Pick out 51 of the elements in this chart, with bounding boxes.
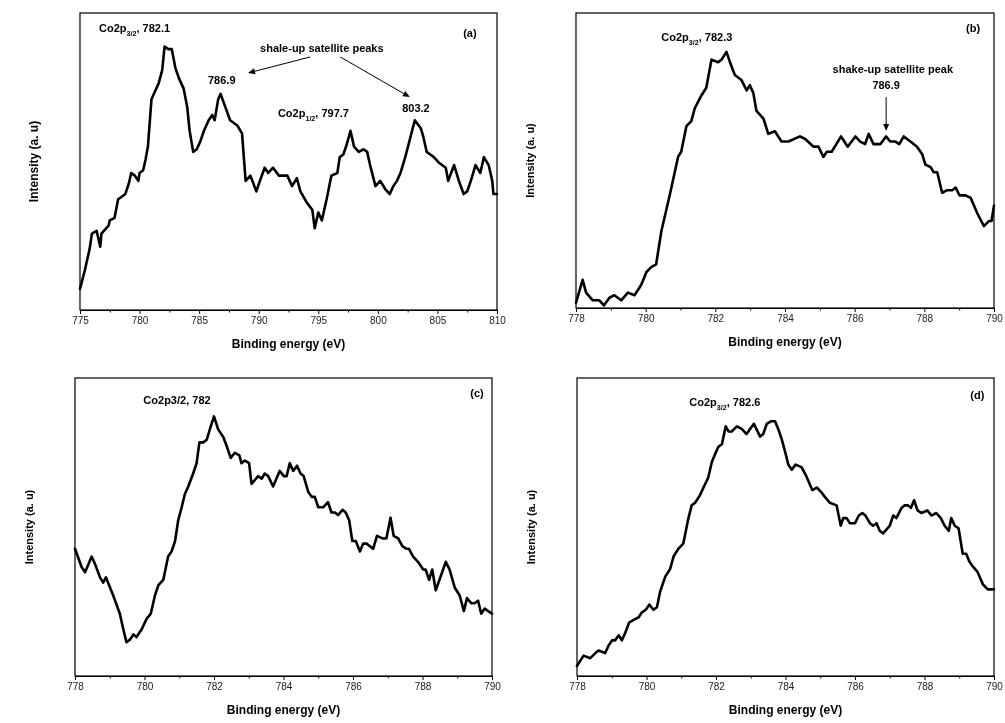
x-tick-label: 790 [986, 313, 1004, 325]
annotation: Co2p$_{3/2}$, 782.6 [689, 396, 761, 413]
x-tick-label: 786 [847, 681, 865, 693]
x-tick-label: 778 [568, 313, 586, 325]
x-tick-label: 782 [206, 681, 224, 693]
x-tick-label: 784 [777, 313, 795, 325]
annotation: Co2p$_{1/2}$, 797.7 [277, 106, 349, 123]
text: (d) [970, 388, 985, 401]
x-tick-label: 782 [707, 313, 725, 325]
annotation: shale-up satellite peaks [260, 41, 384, 54]
text: (c) [470, 387, 485, 400]
x-tick-label: 788 [414, 681, 432, 693]
annotation: Co2p$_{3/2}$, 782.3 [661, 30, 733, 47]
annotation: shake-up satellite peak [832, 62, 954, 75]
x-tick-label: 782 [708, 681, 726, 693]
x-tick-label: 785 [191, 315, 209, 327]
x-tick-label: 786 [846, 313, 864, 325]
x-tick-label: 778 [67, 681, 85, 693]
x-axis-title: Binding energy (eV) [728, 335, 842, 349]
x-tick-label: 800 [370, 315, 388, 327]
x-axis-title: Binding energy (eV) [728, 703, 843, 717]
x-tick-label: 810 [489, 315, 507, 327]
annotation: Co2p3/2, 782 [143, 394, 211, 407]
x-tick-label: 778 [569, 681, 587, 693]
annotation: 786.9 [208, 73, 236, 86]
x-tick-label: 780 [637, 313, 655, 325]
y-axis-title: Intensity (a. u) [27, 120, 41, 203]
text: (a) [463, 26, 477, 39]
x-tick-label: 786 [345, 681, 363, 693]
x-tick-label: 795 [310, 315, 328, 327]
x-axis-title: Binding energy (eV) [226, 703, 341, 717]
annotation: 803.2 [402, 102, 430, 115]
x-tick-label: 780 [136, 681, 154, 693]
y-axis-title: Intensity (a. u) [525, 489, 537, 565]
x-tick-label: 790 [484, 681, 502, 693]
x-tick-label: 784 [777, 681, 795, 693]
x-tick-label: 780 [638, 681, 656, 693]
annotation: Co2p$_{3/2}$, 782.1 [99, 22, 171, 39]
x-tick-label: 805 [429, 315, 447, 327]
x-tick-label: 775 [72, 315, 90, 327]
x-axis-title: Binding energy (eV) [231, 337, 346, 351]
x-tick-label: 788 [916, 313, 934, 325]
x-tick-label: 780 [131, 315, 149, 327]
text: (b) [966, 21, 981, 34]
annotation: 786.9 [872, 79, 900, 92]
y-axis-title: Intensity (a. u) [23, 489, 35, 565]
y-axis-title: Intensity (a. u) [524, 122, 536, 198]
x-tick-label: 790 [250, 315, 268, 327]
x-tick-label: 790 [986, 681, 1004, 693]
x-tick-label: 788 [916, 681, 934, 693]
x-tick-label: 784 [275, 681, 293, 693]
